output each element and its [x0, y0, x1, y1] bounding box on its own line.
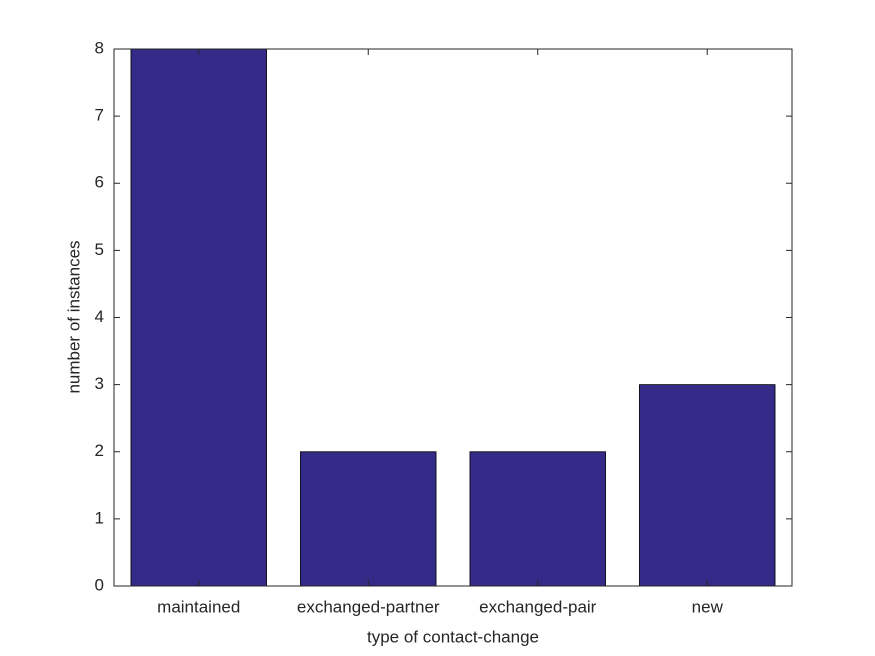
bar	[639, 384, 776, 587]
y-tick-label: 5	[95, 240, 104, 259]
y-tick-label: 1	[95, 508, 104, 527]
bar	[130, 48, 267, 587]
x-tick-label: new	[692, 597, 724, 616]
x-tick-label: exchanged-pair	[479, 597, 597, 616]
x-tick-label: maintained	[157, 597, 240, 616]
y-tick-label: 3	[95, 374, 104, 393]
y-tick-label: 4	[95, 307, 104, 326]
y-tick-label: 0	[95, 575, 104, 594]
bar	[469, 451, 606, 587]
bar	[300, 451, 437, 587]
y-tick-label: 2	[95, 441, 104, 460]
y-tick-label: 6	[95, 173, 104, 192]
y-axis-label: number of instances	[64, 240, 83, 393]
y-tick-label: 7	[95, 106, 104, 125]
x-axis-label: type of contact-change	[367, 627, 539, 646]
x-tick-label: exchanged-partner	[297, 597, 440, 616]
axes-box	[113, 48, 793, 587]
y-tick-label: 8	[95, 38, 104, 57]
